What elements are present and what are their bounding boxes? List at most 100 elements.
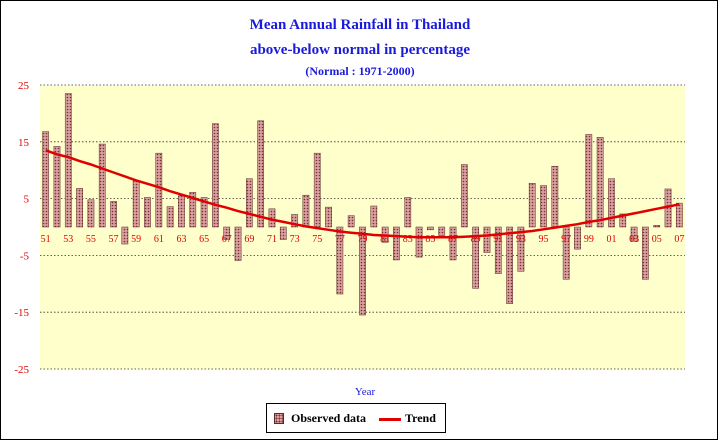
bar-88 (460, 164, 468, 228)
bar-55 (87, 199, 95, 228)
x-tick-label: 75 (312, 234, 322, 245)
bar-65 (200, 197, 208, 228)
observed-bars (42, 93, 683, 316)
x-tick-label: 95 (539, 234, 549, 245)
x-tick-label: 59 (131, 234, 141, 245)
bar-52 (53, 146, 61, 228)
bar-58 (121, 226, 129, 245)
x-tick-label: 57 (109, 234, 119, 245)
bar-02 (619, 213, 627, 228)
x-tick-label: 67 (222, 234, 232, 245)
bar-84 (415, 226, 423, 258)
bar-87 (449, 226, 457, 261)
bar-78 (347, 215, 355, 228)
bar-74 (302, 194, 310, 228)
bar-60 (144, 197, 151, 228)
y-tick-label: -25 (14, 364, 29, 376)
x-tick-label: 51 (41, 234, 51, 245)
x-tick-label: 99 (584, 234, 594, 245)
x-axis-label: Year (354, 386, 376, 398)
bar-67 (223, 226, 231, 240)
bar-95 (540, 185, 547, 228)
bar-76 (325, 206, 332, 228)
bar-07 (675, 202, 683, 228)
bar-53 (64, 93, 72, 228)
bar-80 (370, 205, 378, 228)
x-tick-label: 81 (380, 234, 390, 245)
x-tick-label: 69 (244, 234, 254, 245)
x-tick-label: 87 (448, 234, 458, 245)
x-tick-label: 79 (358, 234, 368, 245)
x-tick-label: 63 (176, 234, 186, 245)
x-tick-label: 61 (154, 234, 164, 245)
x-tick-label: 65 (199, 234, 209, 245)
bar-72 (279, 226, 287, 240)
bar-54 (76, 188, 83, 228)
bar-70 (257, 120, 265, 228)
bar-73 (291, 214, 298, 228)
bar-93 (517, 226, 525, 272)
chart-normal-period: (Normal : 1971-2000) (305, 64, 415, 78)
chart-title: Mean Annual Rainfall in Thailand (249, 17, 471, 33)
bar-01 (608, 178, 615, 228)
bar-96 (551, 165, 559, 228)
bar-77 (336, 226, 344, 295)
x-tick-label: 71 (267, 234, 277, 245)
legend: Observed data Trend (266, 403, 446, 433)
y-tick-label: -5 (20, 250, 30, 262)
trend-line (45, 149, 680, 239)
bar-79 (359, 226, 366, 316)
bar-66 (212, 123, 219, 228)
bar-51 (42, 131, 50, 228)
x-tick-label: 73 (290, 234, 300, 245)
x-tick-label: 77 (335, 234, 345, 245)
x-tick-label: 53 (63, 234, 73, 245)
legend-label-trend: Trend (405, 411, 436, 425)
x-axis-ticks: 51 53 55 57 59 61 63 65 67 69 71 73 75 77 79 81 83 85 87 89… (41, 234, 685, 245)
bar-90 (483, 226, 491, 253)
x-tick-label: 03 (629, 234, 639, 245)
bar-83 (404, 197, 412, 228)
bar-99 (585, 134, 593, 228)
bar-61 (155, 152, 163, 228)
bar-56 (98, 143, 106, 228)
x-tick-label: 91 (493, 234, 503, 245)
x-tick-label: 93 (516, 234, 526, 245)
y-tick-label: 5 (24, 194, 30, 206)
x-tick-label: 55 (86, 234, 96, 245)
bar-57 (110, 201, 117, 228)
x-tick-label: 07 (674, 234, 684, 245)
bar-04 (642, 226, 649, 280)
bar-94 (528, 183, 536, 228)
legend-swatch-observed (274, 413, 284, 424)
x-tick-label: 97 (561, 234, 571, 245)
bar-62 (166, 206, 174, 228)
x-tick-label: 83 (403, 234, 413, 245)
x-tick-label: 85 (425, 234, 435, 245)
bar-85 (427, 226, 434, 231)
bar-86 (438, 226, 446, 236)
bar-75 (313, 152, 321, 228)
y-axis-ticks: 25 15 5 -5 -15 -25 (14, 80, 29, 376)
bar-89 (472, 226, 480, 289)
y-tick-label: 15 (18, 137, 30, 149)
legend-label-observed: Observed data (291, 411, 366, 425)
bar-59 (132, 180, 140, 228)
x-tick-label: 01 (606, 234, 616, 245)
bar-63 (178, 195, 185, 228)
bar-91 (494, 226, 502, 274)
bar-82 (393, 226, 400, 261)
y-tick-label: -15 (14, 307, 29, 319)
chart-subtitle: above-below normal in percentage (249, 42, 471, 58)
bar-98 (574, 226, 581, 250)
bar-68 (234, 226, 242, 261)
bar-03 (630, 226, 638, 242)
x-tick-label: 05 (652, 234, 662, 245)
x-tick-label: 89 (471, 234, 481, 245)
bar-92 (506, 226, 513, 304)
bar-00 (596, 137, 604, 228)
bar-64 (189, 192, 197, 228)
legend-swatch-trend (379, 418, 401, 421)
y-tick-label: 25 (18, 80, 30, 92)
